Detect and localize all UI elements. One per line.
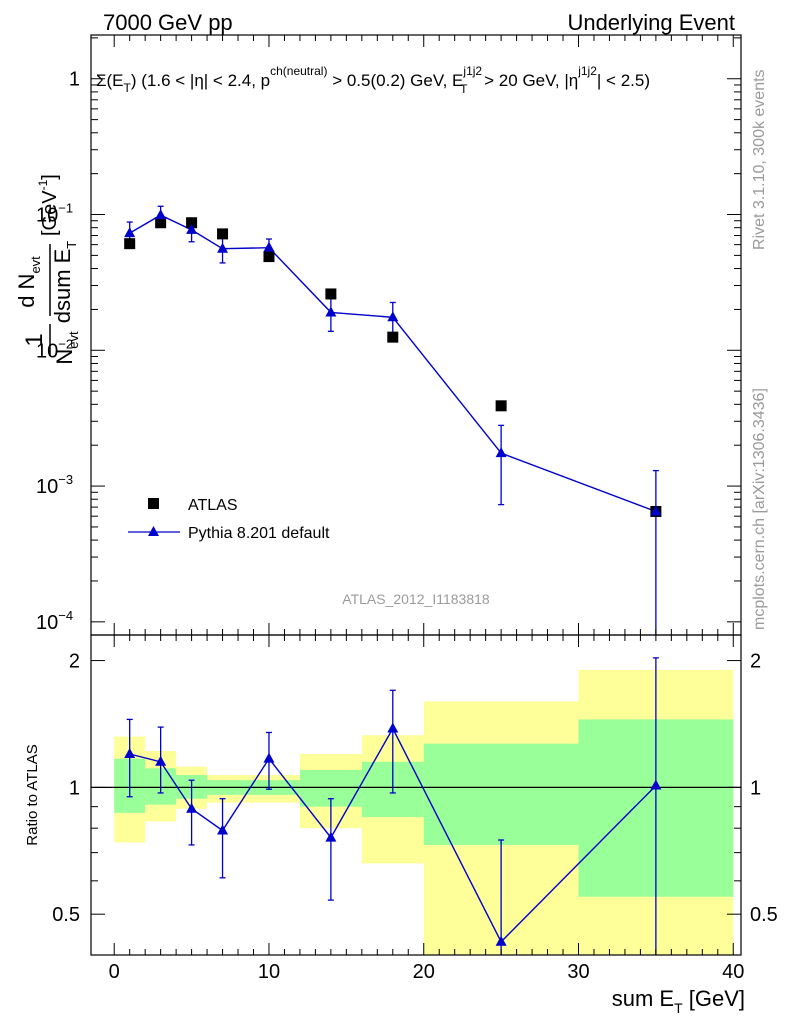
ratio-point bbox=[325, 831, 337, 842]
y-tick-label: 1 bbox=[69, 69, 80, 91]
ratio-band-green bbox=[423, 743, 579, 845]
ratio-point bbox=[650, 779, 662, 790]
mcplots-label: mcplots.cern.ch [arXiv:1306.3436] bbox=[751, 388, 768, 630]
ratio-y-tick-label-right: 2 bbox=[750, 651, 761, 673]
x-axis-label: sum ET [GeV] bbox=[612, 986, 745, 1016]
pythia-point bbox=[263, 241, 275, 252]
ratio-frame bbox=[90, 634, 742, 956]
atlas-point bbox=[155, 217, 167, 229]
ylabel-fraction-one: 1 bbox=[21, 333, 48, 346]
ratio-y-tick-label-right: 0.5 bbox=[750, 904, 778, 926]
atlas-point bbox=[186, 217, 198, 229]
pythia-point bbox=[650, 505, 662, 516]
x-tick-label: 20 bbox=[413, 961, 435, 983]
ratio-point bbox=[263, 752, 275, 763]
main-frame bbox=[90, 34, 742, 636]
pythia-point bbox=[325, 306, 337, 317]
ratio-point bbox=[155, 755, 167, 766]
rivet-label: Rivet 3.1.10, 300k events bbox=[751, 69, 768, 250]
ylabel-unit: [GeV-1] bbox=[36, 174, 61, 236]
atlas-point bbox=[217, 228, 229, 240]
ratio-point bbox=[186, 802, 198, 813]
atlas-point bbox=[387, 331, 399, 343]
main-panel: 1 10−1 10−2 10−3 10−4 Σ(ET) (1.6 < |η| < 2.4… bbox=[14, 34, 742, 636]
legend-atlas-marker bbox=[148, 498, 159, 509]
pythia-point bbox=[495, 447, 507, 458]
x-tick-label: 0 bbox=[109, 961, 120, 983]
legend: ATLAS Pythia 8.201 default bbox=[128, 497, 330, 542]
plot-title: Σ(ET) (1.6 < |η| < 2.4, pch(neutral) > 0… bbox=[96, 64, 650, 96]
ratio-y-tick-label: 1 bbox=[69, 777, 80, 799]
pythia-point bbox=[217, 242, 229, 253]
header-left: 7000 GeV pp bbox=[103, 10, 233, 35]
atlas-point bbox=[263, 251, 275, 263]
ratio-point bbox=[217, 824, 229, 835]
ratio-y-tick-label-right: 1 bbox=[750, 777, 761, 799]
legend-pythia-label: Pythia 8.201 default bbox=[188, 525, 330, 542]
ratio-y-label: Ratio to ATLAS bbox=[24, 744, 41, 845]
legend-pythia-marker bbox=[148, 526, 159, 536]
atlas-point bbox=[495, 400, 507, 412]
legend-atlas-label: ATLAS bbox=[188, 497, 238, 514]
atlas-point bbox=[124, 238, 136, 250]
y-tick-label: 10−4 bbox=[36, 608, 73, 634]
y-tick-label: 10−2 bbox=[36, 336, 73, 362]
ratio-panel: 0 10 20 30 40 2 2 1 1 0.5 0.5 Ratio to ATLAS bbox=[24, 634, 778, 983]
analysis-watermark: ATLAS_2012_I1183818 bbox=[342, 591, 490, 607]
ratio-point bbox=[495, 935, 507, 946]
ratio-point bbox=[387, 722, 399, 733]
pythia-point bbox=[387, 311, 399, 322]
pythia-point bbox=[124, 227, 136, 238]
x-tick-label: 10 bbox=[258, 961, 280, 983]
y-axis-label: 1 Nevt d Nevt dsum ET [GeV-1] bbox=[14, 174, 81, 364]
y-tick-label: 10−1 bbox=[36, 201, 73, 227]
ylabel-dsum: dsum ET bbox=[50, 241, 79, 324]
x-tick-label: 40 bbox=[722, 961, 744, 983]
ratio-y-tick-label: 0.5 bbox=[52, 904, 80, 926]
atlas-point bbox=[325, 288, 337, 300]
pythia-point bbox=[155, 209, 167, 220]
pythia-line bbox=[129, 214, 657, 513]
header-right: Underlying Event bbox=[567, 10, 735, 35]
ylabel-nevt: Nevt bbox=[52, 331, 81, 365]
pythia-point bbox=[186, 223, 198, 234]
ratio-point bbox=[124, 748, 136, 759]
x-tick-label: 30 bbox=[567, 961, 589, 983]
y-tick-label: 10−3 bbox=[36, 472, 73, 498]
ylabel-dn: d Nevt bbox=[14, 256, 43, 308]
ratio-y-tick-label: 2 bbox=[69, 651, 80, 673]
